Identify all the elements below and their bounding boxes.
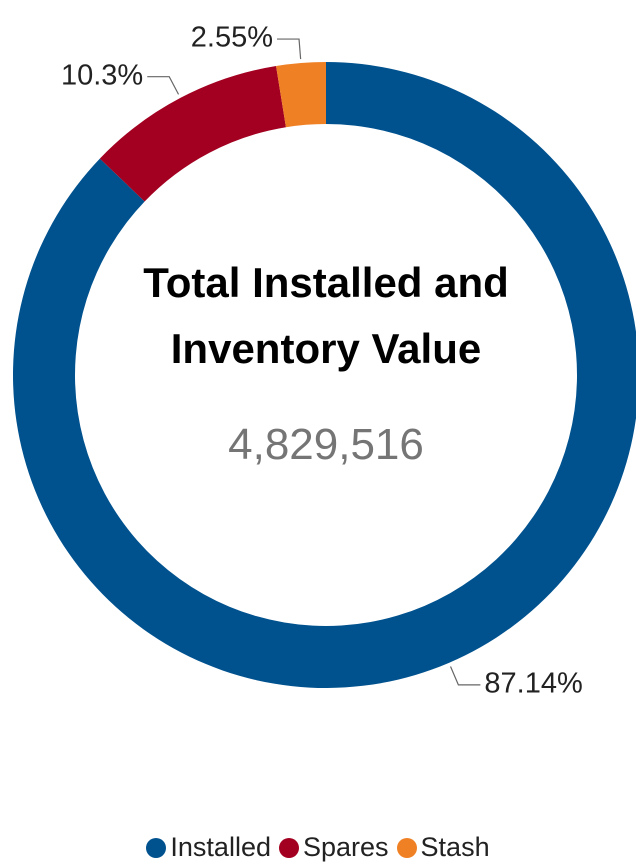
legend-item: Spares bbox=[278, 832, 389, 863]
legend: Installed Spares Stash bbox=[0, 832, 636, 863]
legend-marker bbox=[396, 837, 417, 858]
legend-label: Stash bbox=[420, 832, 490, 862]
data-label: 10.3% bbox=[61, 59, 143, 91]
leader-line bbox=[449, 666, 481, 686]
legend-marker bbox=[146, 837, 167, 858]
center-label: Total Installed and Inventory Value 4,82… bbox=[116, 250, 536, 470]
leader-line bbox=[147, 76, 180, 95]
legend-label: Spares bbox=[302, 832, 389, 862]
donut-slice bbox=[99, 66, 286, 202]
total-value: 4,829,516 bbox=[228, 420, 424, 469]
chart-title: Total Installed and Inventory Value bbox=[143, 259, 509, 372]
legend-label: Installed bbox=[170, 832, 271, 862]
leader-line bbox=[277, 38, 302, 60]
legend-item: Stash bbox=[396, 832, 490, 863]
legend-marker bbox=[278, 837, 299, 858]
data-label: 2.55% bbox=[191, 22, 273, 54]
donut-slice bbox=[276, 62, 326, 128]
data-label: 87.14% bbox=[484, 668, 582, 700]
legend-item: Installed bbox=[146, 832, 271, 863]
